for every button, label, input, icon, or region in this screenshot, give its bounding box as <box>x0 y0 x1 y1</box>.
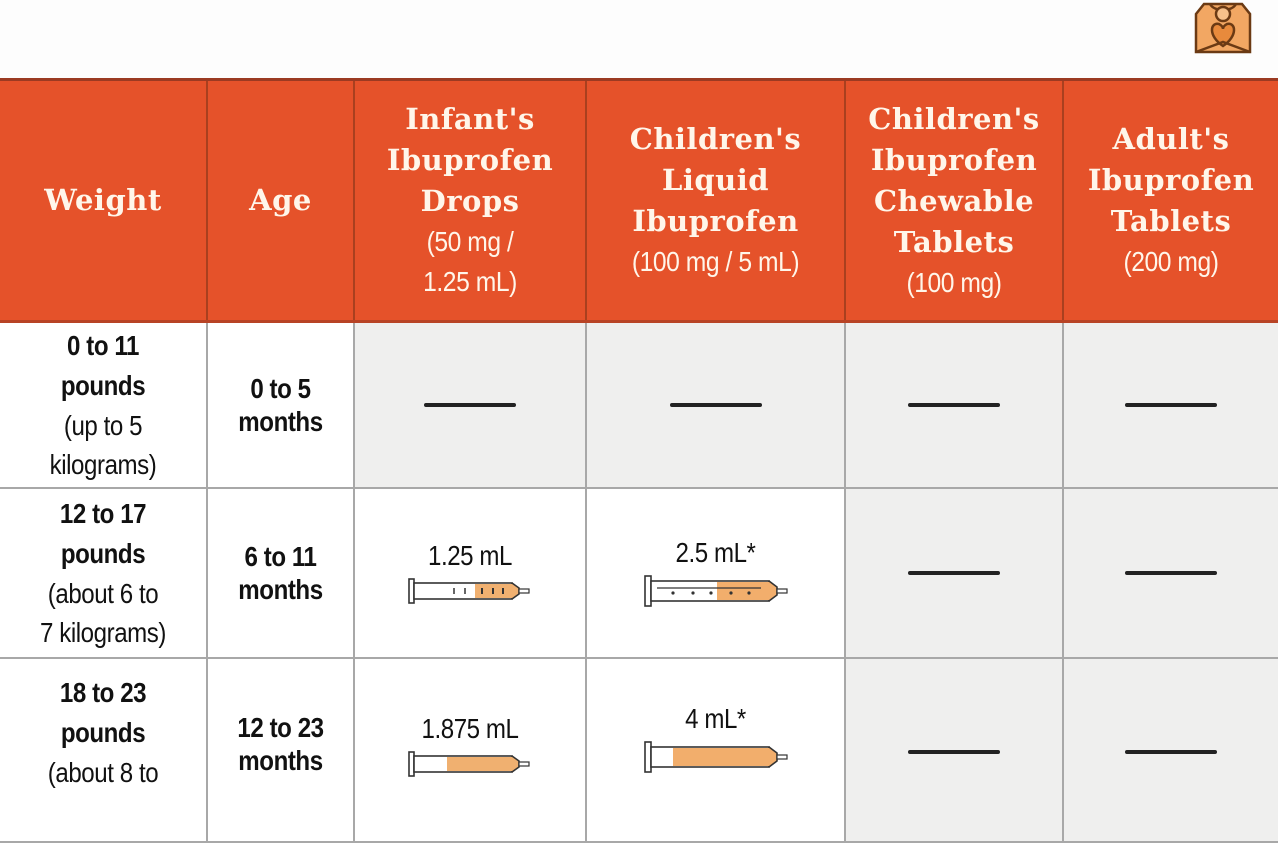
not-applicable-dash <box>1125 749 1217 754</box>
age-range: 6 to 11 <box>244 541 317 572</box>
header-line: Ibuprofen <box>1087 163 1255 197</box>
header-adult-tablets: Adult's Ibuprofen Tablets (200 mg) <box>1062 78 1278 323</box>
weight-cell: 18 to 23 pounds (about 8 to <box>0 657 208 843</box>
table-row: 0 to 11 pounds (up to 5 kilograms) 0 to … <box>0 320 1278 489</box>
dose-amount: 2.5 mL* <box>675 537 756 568</box>
weight-lbs: 0 to 11 <box>67 330 139 361</box>
weight-lbs: 12 to 17 <box>59 498 147 529</box>
age-wrap: 12 to 23 months <box>212 673 349 777</box>
ibuprofen-dosage-table: Weight Age Infant's Ibuprofen Drops (50 … <box>0 78 1278 843</box>
chewable-cell <box>844 320 1064 489</box>
header-age: Age <box>206 78 355 323</box>
dash-wrap <box>850 673 1058 761</box>
infant-drops-cell: 1.25 mL <box>353 487 587 659</box>
infant-drops-cell <box>353 320 587 489</box>
header-line: Children's <box>629 122 802 156</box>
age-range: 0 to 5 <box>250 373 311 404</box>
children-liquid-cell: 4 mL* <box>585 657 846 843</box>
header-line: Ibuprofen <box>870 142 1038 177</box>
header-strength: 1.25 mL) <box>423 266 517 297</box>
not-applicable-dash <box>908 749 1000 754</box>
dosage-table-wrapper: Weight Age Infant's Ibuprofen Drops (50 … <box>0 78 1278 843</box>
age-unit: months <box>238 574 323 605</box>
header-age-label: Age <box>249 183 312 217</box>
not-applicable-dash <box>669 402 762 407</box>
age-unit: months <box>238 406 323 437</box>
family-heart-logo-icon <box>1194 2 1252 54</box>
dose-amount: 1.25 mL <box>427 540 512 571</box>
syringe-icon <box>408 578 530 604</box>
syringe-icon <box>408 751 530 777</box>
header-weight-label: Weight <box>44 183 162 217</box>
header-strength: (50 mg / <box>426 226 514 257</box>
weight-unit: pounds <box>60 538 146 569</box>
header-line: Ibuprofen <box>632 204 799 238</box>
weight-cell: 12 to 17 pounds (about 6 to 7 kilograms) <box>0 487 208 659</box>
weight-kg: kilograms) <box>49 449 157 480</box>
not-applicable-dash <box>908 402 1000 407</box>
header-line: Children's <box>868 101 1040 136</box>
age-cell: 12 to 23 months <box>206 657 355 843</box>
syringe-icon <box>643 575 788 607</box>
header-line: Tablets <box>893 224 1015 259</box>
weight-lbs: 18 to 23 <box>59 677 147 708</box>
adult-tablets-cell <box>1062 320 1278 489</box>
dash-wrap <box>1068 673 1274 761</box>
weight-kg: (about 8 to <box>47 757 159 788</box>
header-line: Chewable <box>873 183 1035 218</box>
header-strength: (200 mg) <box>1123 246 1219 277</box>
table-row: 18 to 23 pounds (about 8 to 12 to 23 mon… <box>0 657 1278 843</box>
chewable-cell <box>844 487 1064 659</box>
adult-tablets-cell <box>1062 487 1278 659</box>
header-line: Adult's <box>1112 122 1230 156</box>
children-liquid-cell <box>585 320 846 489</box>
header-line: Infant's <box>405 102 535 136</box>
dose-amount: 4 mL* <box>685 703 746 734</box>
table-row: 12 to 17 pounds (about 6 to 7 kilograms)… <box>0 487 1278 659</box>
header-strength: (100 mg) <box>906 266 1002 298</box>
weight-kg: 7 kilograms) <box>40 617 166 648</box>
age-range: 12 to 23 <box>237 712 324 743</box>
weight-unit: pounds <box>60 717 146 748</box>
children-liquid-cell: 2.5 mL* <box>585 487 846 659</box>
header-row: Weight Age Infant's Ibuprofen Drops (50 … <box>0 78 1278 323</box>
not-applicable-dash <box>1125 402 1217 407</box>
age-cell: 6 to 11 months <box>206 487 355 659</box>
header-line: Tablets <box>1110 204 1232 238</box>
header-strength: (100 mg / 5 mL) <box>631 246 800 277</box>
weight-unit: pounds <box>60 370 146 401</box>
not-applicable-dash <box>1125 570 1217 575</box>
infant-drops-cell: 1.875 mL <box>353 657 587 843</box>
header-weight: Weight <box>0 78 208 323</box>
header-infant-drops: Infant's Ibuprofen Drops (50 mg / 1.25 m… <box>353 78 587 323</box>
weight-cell: 0 to 11 pounds (up to 5 kilograms) <box>0 320 208 489</box>
dose-amount: 1.875 mL <box>421 713 519 744</box>
header-line: Drops <box>420 184 520 218</box>
not-applicable-dash <box>908 570 1000 575</box>
header-chewable-tablets: Children's Ibuprofen Chewable Tablets (1… <box>844 78 1064 323</box>
age-cell: 0 to 5 months <box>206 320 355 489</box>
chewable-cell <box>844 657 1064 843</box>
not-applicable-dash <box>424 402 516 407</box>
header-line: Ibuprofen <box>386 143 554 177</box>
syringe-icon <box>643 741 788 773</box>
weight-kg: (up to 5 <box>63 410 143 441</box>
header-children-liquid: Children's Liquid Ibuprofen (100 mg / 5 … <box>585 78 846 323</box>
age-unit: months <box>238 745 323 776</box>
weight-kg: (about 6 to <box>47 578 159 609</box>
adult-tablets-cell <box>1062 657 1278 843</box>
top-band <box>0 0 1278 78</box>
dose-wrap: 1.875 mL <box>359 673 581 779</box>
header-line: Liquid <box>661 163 770 197</box>
